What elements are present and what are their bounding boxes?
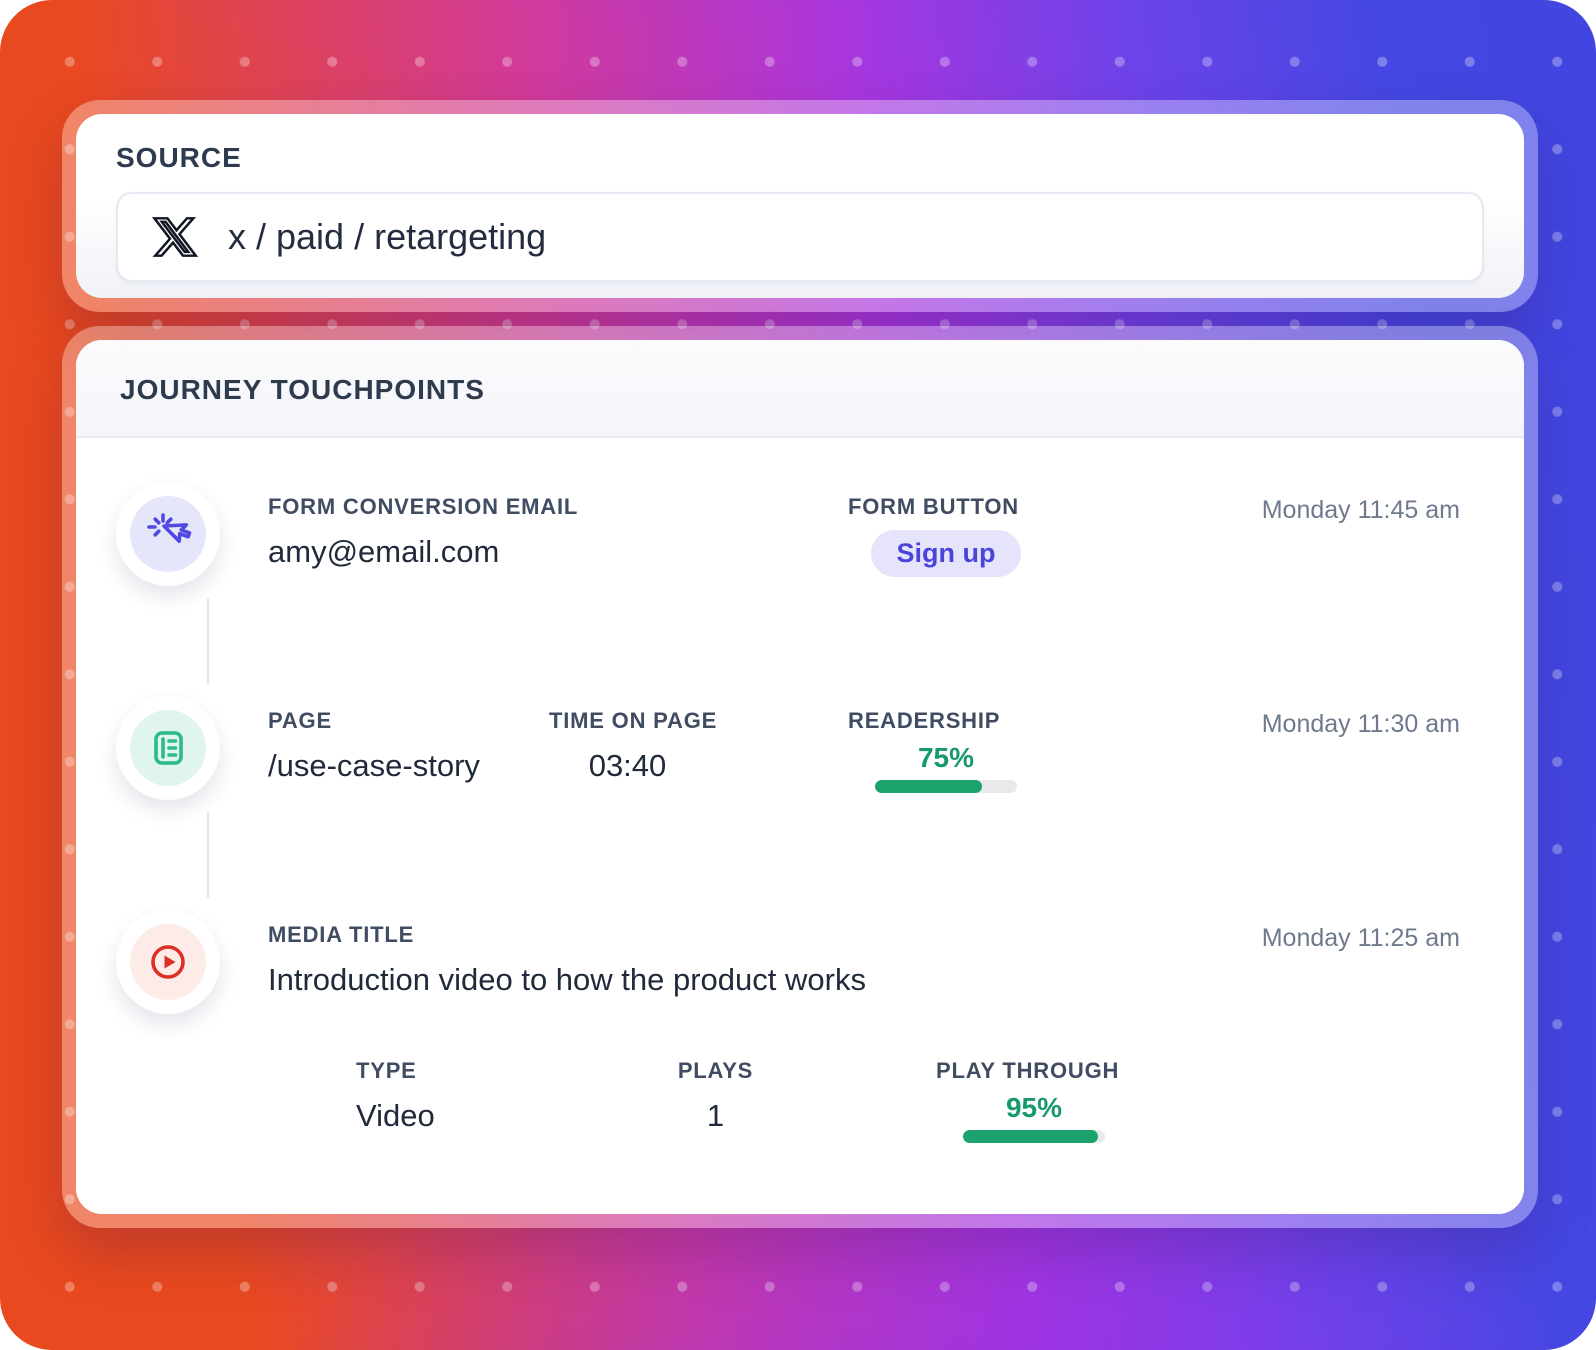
source-input[interactable]: x / paid / retargeting <box>116 192 1484 282</box>
play-through-percent: 95% <box>1005 1092 1063 1123</box>
type-value: Video <box>356 1098 435 1133</box>
touchpoint-icon-circle <box>116 910 220 1014</box>
form-button-label: FORM BUTTON <box>848 494 1019 519</box>
form-button-pill[interactable]: Sign up <box>870 530 1022 577</box>
media-title-label: MEDIA TITLE <box>268 922 415 947</box>
page-label: PAGE <box>268 708 332 733</box>
touchpoint-timestamp: Monday 11:25 am <box>1261 924 1460 952</box>
article-icon <box>154 731 183 765</box>
page-value: /use-case-story <box>268 748 480 783</box>
readership-label: READERSHIP <box>848 708 1001 733</box>
timeline-connector <box>207 598 209 684</box>
form-conversion-value: amy@email.com <box>268 534 500 569</box>
source-card: SOURCE x / paid / retargeting <box>76 114 1524 298</box>
time-on-page-label: TIME ON PAGE <box>549 708 718 733</box>
touchpoint-icon-circle <box>116 482 220 586</box>
x-logo-icon <box>152 217 198 257</box>
touchpoint-timestamp: Monday 11:30 am <box>1261 710 1460 738</box>
form-conversion-label: FORM CONVERSION EMAIL <box>268 494 579 519</box>
source-title: SOURCE <box>116 142 242 173</box>
type-label: TYPE <box>356 1058 417 1083</box>
journey-card-wrapper: JOURNEY TOUCHPOINTS <box>62 326 1538 1228</box>
journey-title: JOURNEY TOUCHPOINTS <box>120 374 485 405</box>
touchpoint-media: MEDIA TITLE Introduction video to how th… <box>116 910 1460 1014</box>
plays-label: PLAYS <box>677 1058 754 1083</box>
readership-progress-bar <box>875 780 1017 793</box>
timeline-connector <box>207 812 209 898</box>
touchpoint-icon-circle <box>116 696 220 800</box>
time-on-page-value: 03:40 <box>588 748 667 783</box>
touchpoint-form-conversion: FORM CONVERSION EMAIL amy@email.com FORM… <box>116 482 1460 586</box>
play-through-progress-bar <box>963 1130 1105 1143</box>
source-card-wrapper: SOURCE x / paid / retargeting <box>62 100 1538 312</box>
touchpoint-page-view: PAGE /use-case-story TIME ON PAGE 03:40 … <box>116 696 1460 800</box>
journey-header: JOURNEY TOUCHPOINTS <box>76 340 1524 438</box>
cursor-click-icon <box>147 513 192 544</box>
readership-percent: 75% <box>917 742 975 773</box>
journey-card: JOURNEY TOUCHPOINTS <box>76 340 1524 1214</box>
media-stats-row: TYPE Video PLAYS 1 PLAY THROUGH 95% <box>356 1058 1460 1143</box>
source-value: x / paid / retargeting <box>228 216 547 257</box>
play-through-label: PLAY THROUGH <box>936 1058 1120 1083</box>
journey-timeline: FORM CONVERSION EMAIL amy@email.com FORM… <box>76 438 1524 1214</box>
media-title-value: Introduction video to how the product wo… <box>268 962 866 997</box>
touchpoint-timestamp: Monday 11:45 am <box>1261 496 1460 524</box>
plays-value: 1 <box>706 1098 725 1133</box>
play-circle-icon <box>151 945 185 979</box>
